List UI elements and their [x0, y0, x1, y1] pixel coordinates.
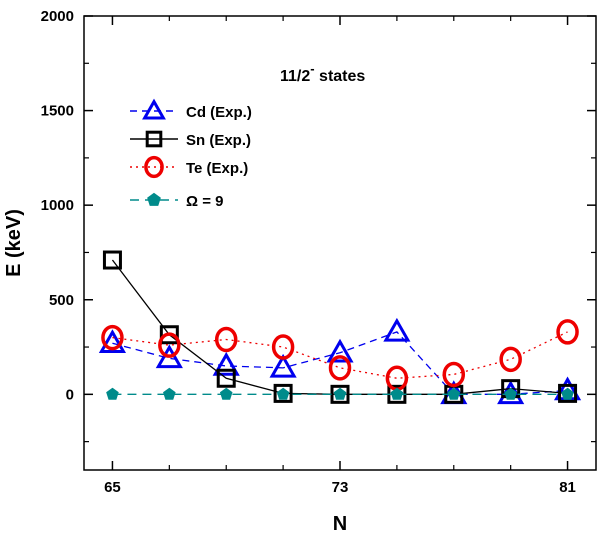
legend-label: Ω = 9 [186, 193, 223, 210]
annotation-main: 11/2 [280, 68, 310, 85]
data-point [504, 387, 517, 400]
legend: Cd (Exp.) Sn (Exp.) Te (Exp.) Ω = 9 [130, 98, 252, 210]
data-point [447, 387, 461, 400]
data-point [442, 361, 466, 388]
data-point [214, 326, 238, 353]
data-point [330, 384, 350, 404]
data-point [273, 383, 293, 403]
legend-item-3: Ω = 9 [130, 192, 223, 210]
data-point [385, 365, 409, 392]
data-point [333, 387, 347, 400]
data-point [216, 368, 236, 388]
data-point [326, 338, 354, 363]
data-point [158, 332, 181, 358]
data-point [219, 387, 233, 400]
data-point [390, 387, 404, 400]
data-point [271, 334, 295, 360]
annotation-rest: states [315, 68, 366, 85]
x-tick-label: 65 [104, 479, 121, 496]
data-point [159, 325, 179, 345]
series-layer [98, 250, 582, 405]
series-line [112, 331, 568, 395]
data-point [269, 353, 297, 378]
legend-item-0: Cd (Exp.) [130, 98, 252, 121]
series-3 [106, 387, 574, 400]
legend-label: Te (Exp.) [186, 160, 248, 177]
data-point [101, 324, 124, 351]
data-point [147, 192, 161, 206]
data-point [155, 344, 183, 369]
data-point [144, 155, 164, 179]
x-tick-label: 73 [332, 479, 349, 496]
data-point [558, 383, 578, 403]
y-tick-label: 1500 [41, 103, 74, 120]
x-axis-title: N [333, 513, 347, 535]
data-point [276, 387, 290, 400]
x-tick-label: 81 [559, 479, 576, 496]
data-point [499, 346, 522, 373]
legend-item-2: Te (Exp.) [130, 155, 248, 179]
data-point [102, 250, 122, 270]
y-tick-label: 0 [66, 386, 74, 403]
data-point [561, 387, 574, 400]
y-tick-label: 500 [49, 292, 74, 309]
data-point [98, 329, 127, 354]
data-point [106, 387, 119, 400]
annotation-superscript: - [310, 61, 314, 76]
axis-ticks: 65 73 81 0 500 1000 1500 2000 [41, 8, 596, 496]
legend-label: Sn (Exp.) [186, 132, 251, 149]
data-point [383, 317, 411, 342]
legend-item-1: Sn (Exp.) [130, 130, 251, 149]
data-point [142, 98, 166, 120]
series-2 [101, 319, 579, 392]
data-point [328, 355, 352, 381]
data-point [163, 387, 176, 400]
y-tick-label: 2000 [41, 8, 74, 25]
data-point [556, 319, 579, 345]
y-axis-title: E (keV) [3, 209, 25, 277]
data-point [145, 130, 163, 148]
legend-label: Cd (Exp.) [186, 104, 252, 121]
annotation: 11/2- states [280, 61, 365, 85]
y-tick-label: 1000 [41, 197, 74, 214]
data-point [212, 351, 240, 376]
